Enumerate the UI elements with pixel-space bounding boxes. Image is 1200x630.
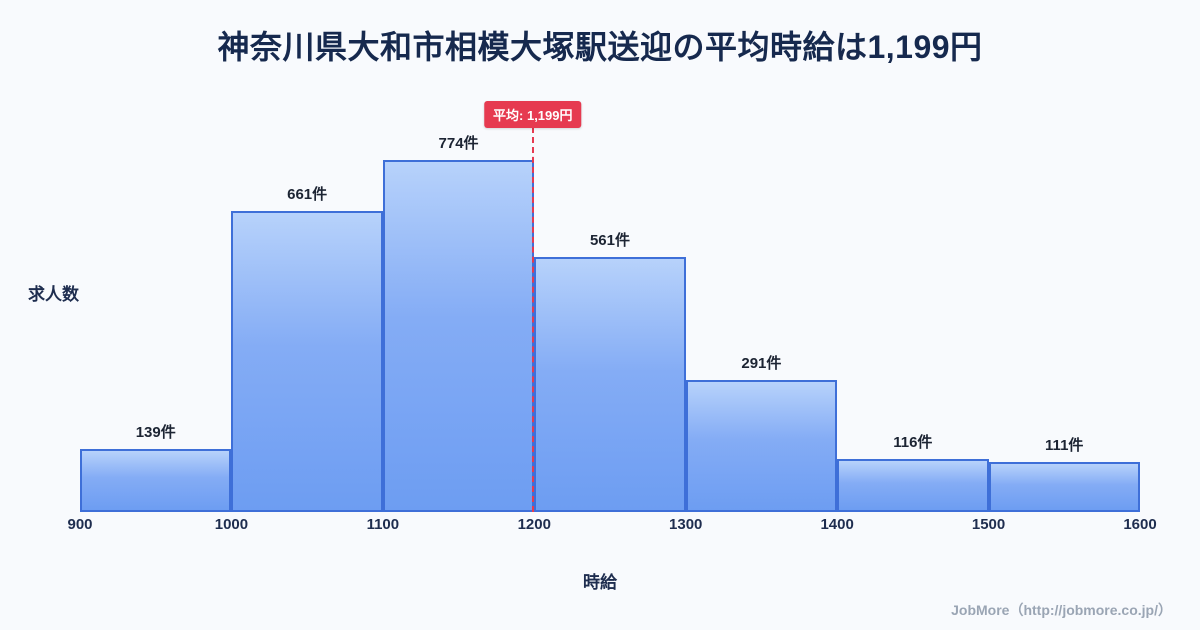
- footer-credit: JobMore（http://jobmore.co.jp/）: [951, 602, 1172, 618]
- histogram-bar-slot: 139件: [80, 100, 232, 512]
- bar-value-label: 111件: [1045, 437, 1084, 454]
- bar-value-label: 661件: [287, 186, 328, 203]
- x-tick-label: 1300: [669, 516, 703, 533]
- mean-value-badge: 平均: 1,199円: [484, 101, 582, 128]
- histogram-bar-slot: 561件: [534, 100, 686, 512]
- histogram-bar-slot: 661件: [231, 100, 383, 512]
- histogram-bar-slot: 116件: [837, 100, 989, 512]
- plot-area: 平均: 1,199円 139件 661件 774件 561件 291件 116件 111件: [80, 100, 1140, 512]
- histogram-bar: [80, 449, 232, 512]
- bar-value-label: 116件: [893, 434, 933, 451]
- bar-value-label: 291件: [741, 355, 782, 372]
- histogram-bar: [685, 380, 838, 512]
- x-tick-label: 1400: [820, 516, 854, 533]
- histogram-bar: [837, 459, 989, 512]
- mean-dashed-line: [531, 127, 534, 512]
- x-axis-ticks: 900 1000 1100 1200 1300 1400 1500 1600: [67, 516, 1156, 540]
- x-tick-label: 1500: [971, 516, 1006, 533]
- x-tick-label: 1200: [517, 516, 551, 533]
- histogram-bar: [382, 160, 535, 512]
- histogram-bar: [988, 462, 1140, 512]
- x-tick-label: 1600: [1123, 516, 1157, 533]
- histogram-bar-slot: 774件: [382, 100, 535, 512]
- y-axis-label: 求人数: [28, 285, 79, 304]
- bar-value-label: 139件: [135, 424, 176, 441]
- bar-value-label: 561件: [589, 232, 630, 249]
- x-tick-label: 1000: [214, 516, 249, 533]
- histogram-bar: [231, 211, 383, 512]
- histogram-bar-slot: 111件: [988, 100, 1140, 512]
- x-tick-label: 900: [67, 516, 93, 533]
- x-axis-label: 時給: [583, 573, 617, 592]
- chart-title: 神奈川県大和市相模大塚駅送迎の平均時給は1,199円: [217, 29, 983, 65]
- x-tick-label: 1100: [366, 516, 400, 533]
- histogram-bar-slot: 291件: [685, 100, 838, 512]
- histogram-bar: [534, 257, 686, 512]
- bar-value-label: 774件: [438, 135, 479, 152]
